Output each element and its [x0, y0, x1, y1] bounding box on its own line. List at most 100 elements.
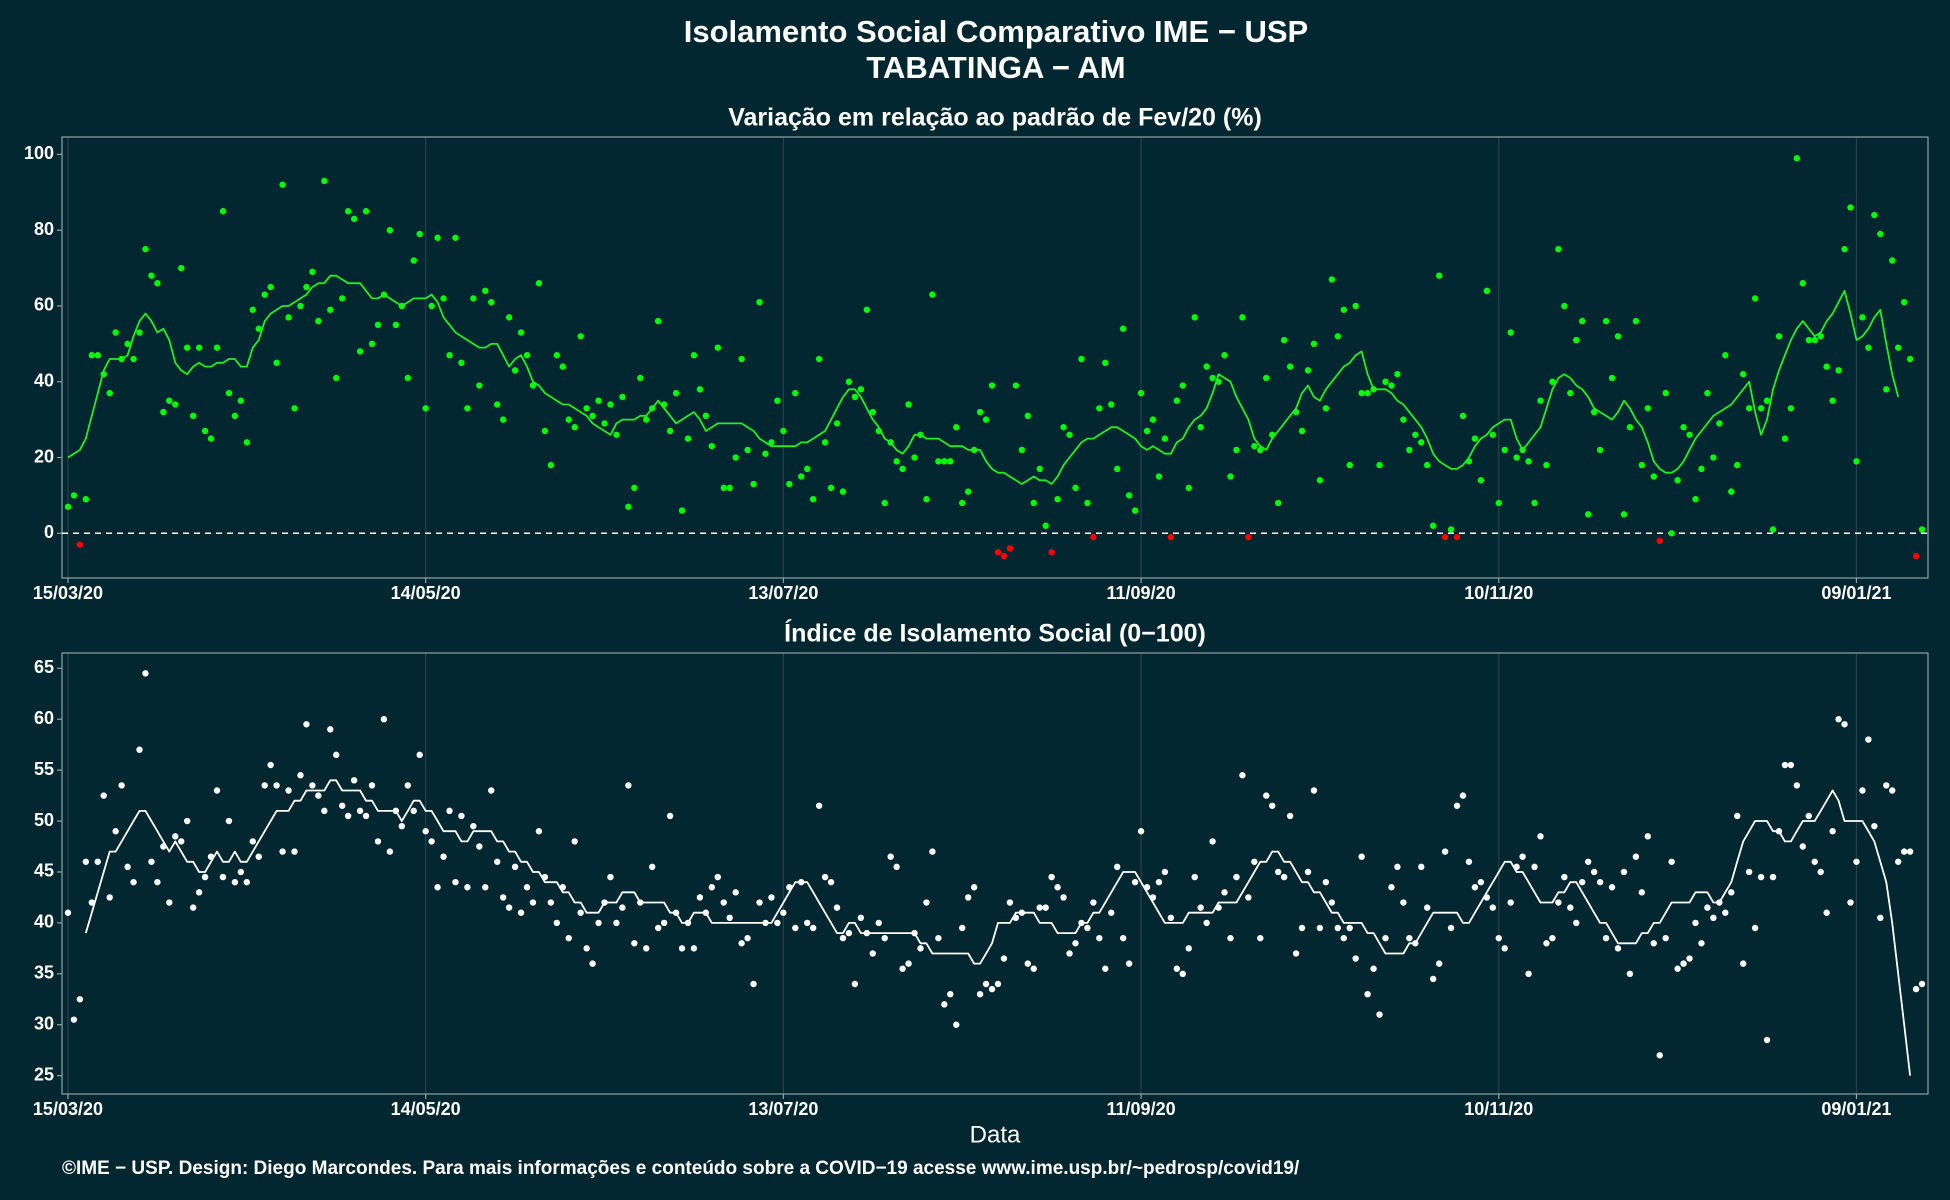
data-point	[1292, 950, 1300, 957]
x-tick-label: 11/09/20	[1107, 1099, 1176, 1119]
data-point	[124, 340, 131, 348]
data-point	[1358, 853, 1365, 860]
data-point	[1364, 990, 1371, 998]
data-point	[344, 812, 352, 820]
data-point	[1441, 533, 1449, 541]
data-point	[1906, 355, 1914, 363]
data-point	[863, 306, 871, 313]
data-point	[1316, 924, 1324, 932]
data-point	[1239, 314, 1246, 321]
data-point	[118, 782, 125, 789]
data-point	[696, 894, 704, 901]
data-point	[678, 507, 686, 514]
data-point	[660, 919, 668, 927]
data-point	[1435, 272, 1443, 279]
y-tick-label: 60	[34, 708, 54, 728]
data-point	[1489, 431, 1496, 438]
data-point	[988, 382, 996, 389]
data-point	[535, 828, 543, 835]
data-point	[1739, 370, 1747, 378]
data-point	[1066, 950, 1073, 957]
data-point	[1847, 204, 1854, 211]
data-point	[982, 416, 990, 423]
data-point	[1608, 884, 1616, 891]
data-point	[183, 817, 191, 825]
data-point	[458, 812, 465, 820]
data-point	[1102, 359, 1109, 367]
data-point	[1877, 230, 1884, 238]
data-point	[148, 858, 155, 865]
y-tick-label: 20	[34, 446, 54, 466]
data-point	[821, 439, 829, 446]
data-point	[571, 424, 578, 431]
data-point	[869, 950, 876, 957]
data-point	[780, 909, 787, 916]
data-point	[1555, 899, 1562, 906]
data-point	[523, 884, 531, 891]
data-point	[804, 465, 811, 473]
data-point	[297, 302, 304, 310]
data-point	[1668, 858, 1675, 865]
data-point	[1537, 833, 1544, 840]
data-point	[768, 439, 775, 446]
data-point	[1769, 526, 1777, 533]
data-point	[511, 863, 519, 871]
data-point	[720, 899, 727, 906]
data-point	[899, 965, 906, 972]
data-point	[464, 884, 471, 891]
data-point	[982, 980, 990, 988]
data-point	[1424, 461, 1431, 469]
data-point	[941, 458, 948, 465]
data-point	[732, 454, 739, 461]
data-point	[160, 408, 167, 416]
data-point	[941, 1001, 948, 1008]
plot-frame	[61, 136, 1929, 579]
data-point	[1173, 965, 1181, 972]
data-point	[166, 397, 173, 404]
y-tick-label: 35	[34, 963, 54, 983]
data-point	[1179, 382, 1186, 389]
data-point	[1459, 792, 1467, 799]
data-point	[94, 858, 101, 865]
data-point	[1400, 416, 1407, 423]
data-point	[172, 833, 179, 840]
data-point	[1829, 828, 1836, 835]
data-point	[511, 367, 519, 374]
data-point	[338, 295, 346, 302]
data-point	[1769, 873, 1777, 881]
data-point	[82, 858, 90, 865]
data-point	[923, 899, 930, 906]
data-point	[571, 838, 578, 845]
data-point	[1197, 424, 1204, 431]
data-point	[1459, 412, 1467, 420]
data-point	[1865, 344, 1872, 351]
data-point	[1781, 435, 1789, 442]
x-tick-label: 15/03/20	[33, 583, 103, 603]
data-point	[1453, 533, 1461, 541]
data-point	[1495, 934, 1502, 942]
data-point	[1734, 461, 1741, 469]
x-tick-label: 10/11/20	[1464, 1099, 1533, 1119]
data-point	[327, 726, 334, 733]
data-point	[261, 782, 268, 789]
data-point	[1006, 545, 1014, 552]
y-tick-label: 80	[34, 219, 54, 239]
data-point	[851, 980, 859, 988]
data-point	[1650, 473, 1657, 480]
data-point	[380, 716, 388, 723]
data-point	[845, 929, 853, 937]
data-point	[291, 848, 298, 855]
data-point	[1418, 439, 1425, 446]
data-point	[553, 919, 561, 927]
data-point	[1125, 492, 1133, 499]
data-point	[1650, 940, 1657, 947]
trend-line	[67, 274, 1900, 485]
data-point	[1561, 302, 1568, 310]
data-point	[1728, 488, 1735, 495]
data-point	[499, 894, 507, 901]
data-point	[1048, 549, 1055, 556]
data-point	[1143, 427, 1151, 435]
data-point	[482, 884, 489, 891]
data-point	[1257, 934, 1264, 942]
data-point	[1245, 894, 1252, 901]
